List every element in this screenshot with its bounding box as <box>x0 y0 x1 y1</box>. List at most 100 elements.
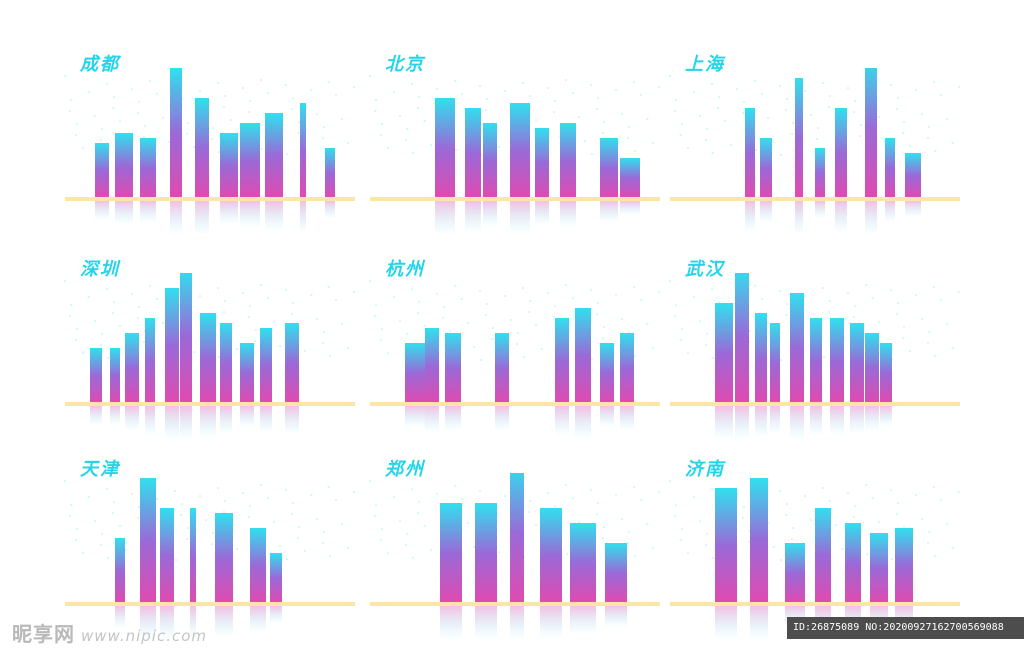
sparkle-dot <box>94 520 96 522</box>
building-reflection <box>165 406 179 440</box>
sparkle-dot <box>705 344 707 346</box>
sparkle-dot <box>687 552 689 554</box>
building <box>755 313 767 403</box>
sparkle-dot <box>119 325 121 327</box>
building <box>620 333 634 403</box>
sparkle-dot <box>780 154 782 156</box>
building-reflection <box>715 606 737 640</box>
building <box>215 513 233 603</box>
sparkle-dot <box>680 339 682 341</box>
sparkle-dot <box>946 323 948 325</box>
sparkle-dot <box>646 523 648 525</box>
sparkle-dot <box>291 108 293 110</box>
building-reflection <box>325 201 335 219</box>
sparkle-dot <box>804 495 806 497</box>
sparkle-dot <box>596 513 598 515</box>
sparkle-dot <box>743 101 745 103</box>
sparkle-dot <box>375 99 377 101</box>
sparkle-dot <box>934 555 936 557</box>
sparkle-dot <box>928 126 930 128</box>
sparkle-dot <box>279 345 281 347</box>
sparkle-dot <box>699 520 701 522</box>
sparkle-dot <box>652 347 654 349</box>
sparkle-dot <box>675 304 677 306</box>
sparkle-dot <box>430 549 432 551</box>
sparkle-dot <box>279 545 281 547</box>
sparkle-dot <box>168 141 170 143</box>
sparkle-dot <box>828 311 830 313</box>
sparkle-dot <box>621 518 623 520</box>
sparkle-dot <box>113 501 115 503</box>
sparkle-dot <box>353 491 355 493</box>
ground-line <box>65 402 355 406</box>
sparkle-dot <box>261 148 263 150</box>
sparkle-dot <box>804 295 806 297</box>
building <box>285 323 299 403</box>
skyline-panel-shenzhen: 深圳 <box>60 255 360 445</box>
sparkle-dot <box>449 330 451 332</box>
building <box>95 143 109 198</box>
sparkle-dot <box>572 497 574 499</box>
sparkle-dot <box>891 558 893 560</box>
sparkle-dot <box>405 544 407 546</box>
sparkle-dot <box>890 489 892 491</box>
sparkle-dot <box>393 296 395 298</box>
sparkle-dot <box>273 321 275 323</box>
sparkle-dot <box>516 343 518 345</box>
sparkle-dot <box>254 340 256 342</box>
sparkle-dot <box>903 121 905 123</box>
sparkle-dot <box>69 515 71 517</box>
sparkle-dot <box>442 317 444 319</box>
skyline-illustration <box>669 273 960 440</box>
sparkle-dot <box>927 137 929 139</box>
sparkle-dot <box>82 147 84 149</box>
skyline-panel-wuhan: 武汉 <box>665 255 965 445</box>
sparkle-dot <box>323 531 325 533</box>
sparkle-dot <box>681 123 683 125</box>
building <box>760 138 772 198</box>
sparkle-dot <box>681 528 683 530</box>
sparkle-dot <box>535 119 537 121</box>
sparkle-dot <box>779 290 781 292</box>
sparkle-dot <box>286 558 288 560</box>
building-reflection <box>465 201 481 233</box>
sparkle-dot <box>952 547 954 549</box>
sparkle-dot <box>329 555 331 557</box>
building <box>895 528 913 603</box>
sparkle-dot <box>785 109 787 111</box>
sparkle-dot <box>712 557 714 559</box>
sparkle-dot <box>187 122 189 124</box>
sparkle-dot <box>100 139 102 141</box>
sparkle-dot <box>828 106 830 108</box>
sparkle-dot <box>628 126 630 128</box>
building-reflection <box>835 201 847 233</box>
skyline-panel-shanghai: 上海 <box>665 50 965 240</box>
sparkle-dot <box>106 83 108 85</box>
building-reflection <box>483 201 497 228</box>
sparkle-dot <box>75 339 77 341</box>
sparkle-dot <box>267 497 269 499</box>
building-reflection <box>510 606 524 640</box>
sparkle-dot <box>285 489 287 491</box>
sparkle-dot <box>674 315 676 317</box>
sparkle-dot <box>859 135 861 137</box>
building-reflection <box>110 406 120 426</box>
building <box>870 533 888 603</box>
sparkle-dot <box>504 495 506 497</box>
sparkle-dot <box>455 149 457 151</box>
sparkle-dot <box>658 86 660 88</box>
building <box>555 318 569 403</box>
sparkle-dot <box>69 315 71 317</box>
skyline-illustration <box>369 75 660 235</box>
building <box>575 308 591 403</box>
sparkle-dot <box>669 75 671 77</box>
sparkle-dot <box>454 80 456 82</box>
sparkle-dot <box>603 526 605 528</box>
building <box>880 343 892 403</box>
sparkle-dot <box>940 499 942 501</box>
sparkle-dot <box>255 329 257 331</box>
sparkle-dot <box>541 348 543 350</box>
building-reflection <box>715 406 733 440</box>
sparkle-dot <box>711 288 713 290</box>
building-reflection <box>830 406 844 436</box>
